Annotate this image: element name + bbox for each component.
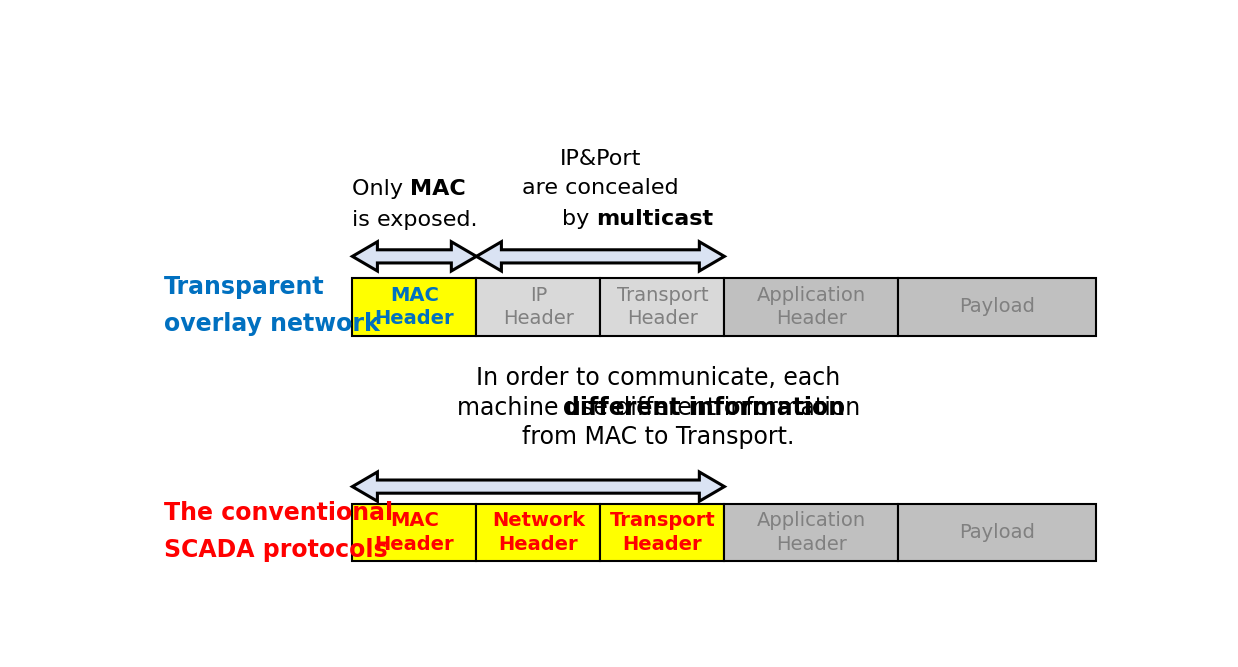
Polygon shape: [353, 241, 477, 271]
Bar: [600, 278, 724, 336]
Bar: [353, 504, 477, 562]
Text: from MAC to Transport.: from MAC to Transport.: [522, 425, 795, 449]
Bar: [477, 278, 600, 336]
Bar: [477, 504, 600, 562]
Text: IP
Header: IP Header: [503, 285, 573, 328]
Text: Transparent: Transparent: [165, 275, 324, 299]
Text: The conventional: The conventional: [165, 501, 394, 525]
Text: Payload: Payload: [959, 523, 1035, 542]
Text: is exposed.: is exposed.: [352, 210, 477, 230]
Text: In order to communicate, each: In order to communicate, each: [477, 366, 841, 390]
Bar: [353, 278, 477, 336]
Text: Transport
Header: Transport Header: [617, 285, 708, 328]
Polygon shape: [353, 472, 724, 501]
Text: machine use different information: machine use different information: [457, 396, 860, 420]
Text: multicast: multicast: [597, 209, 713, 229]
Text: MAC
Header: MAC Header: [375, 285, 454, 328]
Text: different information: different information: [563, 396, 846, 420]
Text: Transport
Header: Transport Header: [609, 511, 716, 554]
Text: are concealed: are concealed: [522, 178, 678, 198]
Text: Network
Header: Network Header: [491, 511, 584, 554]
Bar: [898, 504, 1097, 562]
Text: overlay network: overlay network: [165, 312, 380, 336]
Text: Payload: Payload: [959, 297, 1035, 316]
Text: Application
Header: Application Header: [756, 285, 865, 328]
Polygon shape: [477, 241, 724, 271]
Bar: [898, 278, 1097, 336]
Text: by: by: [562, 209, 597, 229]
Text: Application
Header: Application Header: [756, 511, 865, 554]
Text: IP&Port: IP&Port: [560, 149, 641, 169]
Text: Only: Only: [353, 179, 411, 199]
Bar: [724, 504, 898, 562]
Text: SCADA protocols: SCADA protocols: [165, 538, 387, 562]
Bar: [724, 278, 898, 336]
Text: MAC
Header: MAC Header: [375, 511, 454, 554]
Text: MAC: MAC: [411, 179, 467, 199]
Bar: [600, 504, 724, 562]
